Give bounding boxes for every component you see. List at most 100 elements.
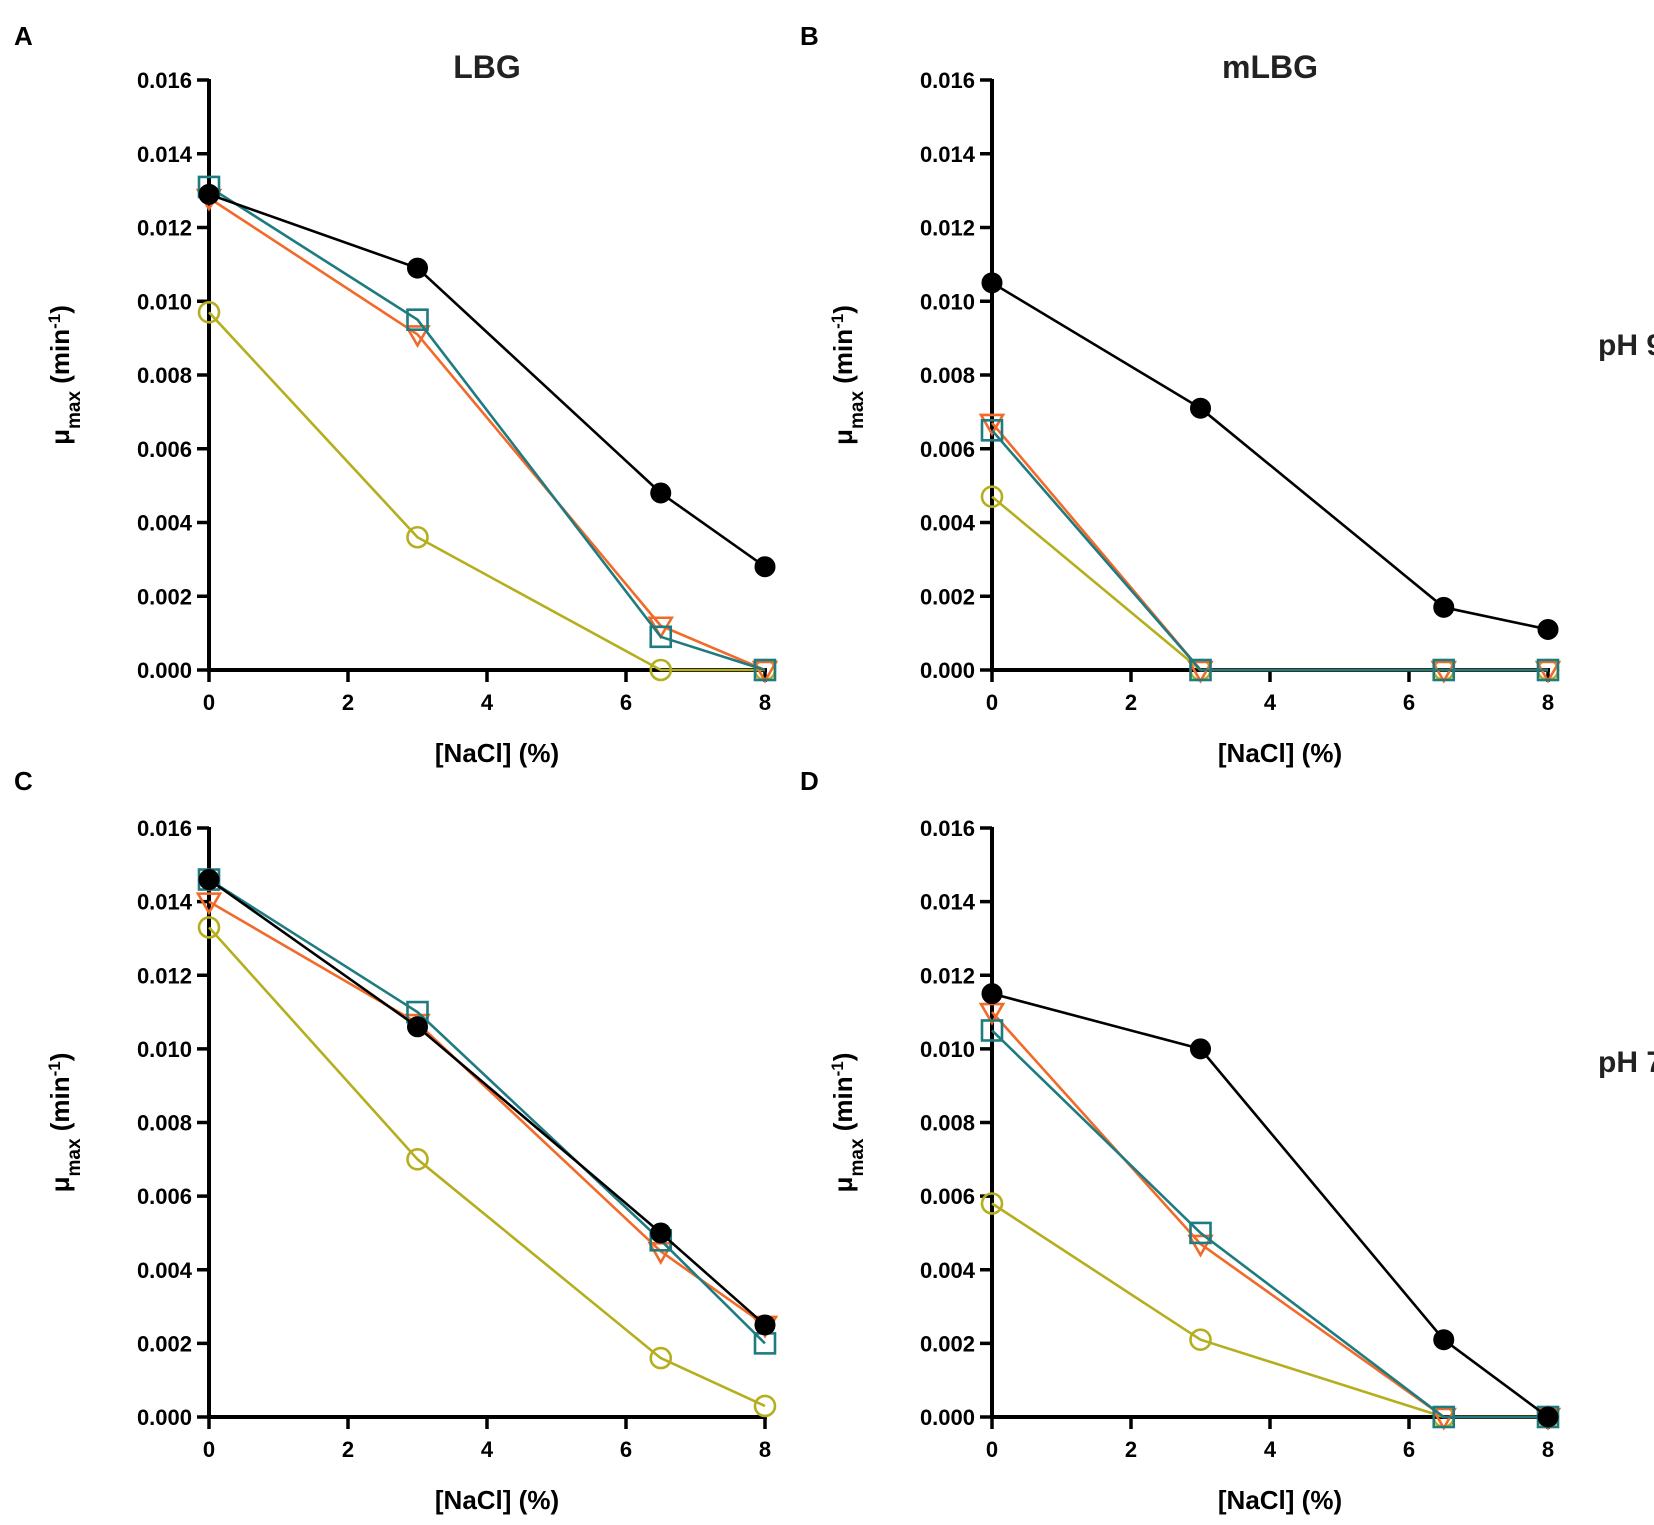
series-line-filled-circle (208, 193, 766, 568)
series-line-open-square (991, 1029, 1548, 1419)
series-line-open-circle (208, 926, 766, 1408)
series-line-open-triangle (991, 422, 1548, 672)
series-line-open-circle (208, 311, 765, 672)
y-tick-label: 0.004 (920, 511, 976, 536)
y-tick-label: 0.008 (137, 1111, 192, 1136)
y-tick-label: 0.000 (137, 1405, 192, 1430)
data-point-open-square (1432, 658, 1456, 682)
x-tick-label: 4 (481, 1437, 494, 1462)
data-point-open-square (1432, 1405, 1456, 1429)
data-point-open-square (649, 625, 673, 649)
x-tick-label: 4 (481, 690, 494, 715)
data-point-open-square (753, 658, 777, 682)
y-tick-label: 0.014 (920, 142, 976, 167)
data-point-open-triangle (751, 660, 779, 684)
panel-d: D 0.000 0.002 0.004 0.006 0.008 0.010 0.012 0.01… (800, 766, 1562, 1515)
data-point-filled-circle (1537, 618, 1559, 640)
data-point-open-circle (1189, 1328, 1212, 1351)
x-axis-label: [NaCl] (%) (1218, 1485, 1342, 1515)
x-tick-label: 0 (986, 1437, 998, 1462)
x-tick-label: 2 (342, 690, 354, 715)
data-point-open-circle (197, 916, 221, 939)
y-tick-label: 0.012 (137, 216, 192, 241)
data-point-filled-circle (1537, 1406, 1559, 1428)
series-line-open-triangle (208, 196, 766, 672)
y-tick-label: 0.016 (920, 68, 975, 93)
y-tick-label: 0.012 (137, 963, 192, 988)
x-tick-label: 0 (203, 690, 215, 715)
data-point-open-circle (980, 485, 1004, 508)
data-point-open-triangle (404, 325, 431, 349)
y-tick-label: 0.006 (137, 437, 192, 462)
x-axis-label: [NaCl] (%) (435, 738, 559, 768)
y-axis-label: μmax (min-1) (828, 1053, 868, 1193)
y-tick-label: 0.010 (920, 289, 975, 314)
data-point-open-circle (649, 1346, 673, 1370)
x-tick-label: 2 (1125, 690, 1137, 715)
x-axis-label: [NaCl] (%) (435, 1485, 559, 1515)
series-line-open-circle (991, 1202, 1548, 1419)
y-axis-label: μmax (min-1) (828, 305, 868, 445)
y-tick-label: 0.008 (137, 363, 192, 388)
data-point-open-circle (406, 525, 429, 549)
data-point-filled-circle (407, 1016, 428, 1038)
data-point-filled-circle (198, 183, 220, 205)
series-line-filled-circle (991, 281, 1549, 631)
panel-letter: C (14, 766, 33, 796)
x-tick-label: 6 (620, 690, 632, 715)
x-tick-label: 4 (1264, 690, 1277, 715)
x-tick-label: 8 (1542, 1437, 1554, 1462)
data-point-filled-circle (1433, 596, 1455, 618)
series-line-filled-circle (991, 992, 1549, 1419)
data-point-open-triangle (1187, 1234, 1214, 1258)
y-tick-label: 0.016 (137, 68, 192, 93)
y-tick-label: 0.004 (137, 511, 193, 536)
y-tick-label: 0.006 (920, 1184, 975, 1209)
row-label-ph9: pH 9 (1598, 329, 1654, 362)
y-axis-label: μmax (min-1) (45, 305, 85, 445)
data-point-open-square (406, 308, 429, 331)
panel-c: C 0.000 0.002 0.004 0.006 0.008 0.010 0.012 0.01… (14, 766, 779, 1515)
series-line-open-triangle (208, 900, 766, 1327)
y-tick-label: 0.004 (137, 1258, 193, 1283)
y-tick-label: 0.010 (137, 289, 192, 314)
panel-letter: A (14, 21, 33, 51)
y-tick-label: 0.002 (920, 1331, 975, 1356)
data-point-open-circle (649, 658, 673, 682)
x-tick-label: 4 (1264, 1437, 1277, 1462)
y-tick-label: 0.008 (920, 363, 975, 388)
y-tick-label: 0.012 (920, 963, 975, 988)
x-tick-label: 8 (759, 690, 771, 715)
panel-a: A LBG 0.000 0.002 0.004 0.006 0.008 0.010 0.012 0… (14, 21, 779, 768)
data-point-open-triangle (1430, 660, 1458, 684)
data-point-open-square (1189, 658, 1212, 682)
y-tick-label: 0.000 (920, 658, 975, 683)
y-axis-label: μmax (min-1) (45, 1053, 85, 1193)
y-tick-label: 0.010 (137, 1037, 192, 1062)
x-tick-label: 6 (1403, 690, 1415, 715)
y-tick-label: 0.010 (920, 1037, 975, 1062)
data-point-open-circle (753, 1394, 777, 1418)
data-point-open-triangle (1430, 1407, 1458, 1431)
data-point-filled-circle (407, 257, 428, 279)
data-point-filled-circle (754, 1314, 776, 1336)
data-point-open-square (980, 419, 1004, 442)
y-tick-label: 0.008 (920, 1111, 975, 1136)
y-tick-label: 0.000 (137, 658, 192, 683)
x-tick-label: 6 (1403, 1437, 1415, 1462)
panel-title: mLBG (1222, 49, 1318, 85)
y-tick-label: 0.016 (137, 816, 192, 841)
y-tick-label: 0.014 (920, 890, 976, 915)
y-tick-label: 0.006 (137, 1184, 192, 1209)
row-label-ph7: pH 7 (1598, 1046, 1654, 1079)
data-point-open-triangle (195, 892, 223, 916)
series-line-open-square (991, 429, 1548, 672)
data-point-open-triangle (1187, 660, 1214, 684)
y-tick-label: 0.002 (137, 584, 192, 609)
y-tick-label: 0.012 (920, 216, 975, 241)
x-axis-label: [NaCl] (%) (1218, 738, 1342, 768)
x-tick-label: 2 (1125, 1437, 1137, 1462)
x-tick-label: 6 (620, 1437, 632, 1462)
series-line-filled-circle (208, 878, 766, 1326)
